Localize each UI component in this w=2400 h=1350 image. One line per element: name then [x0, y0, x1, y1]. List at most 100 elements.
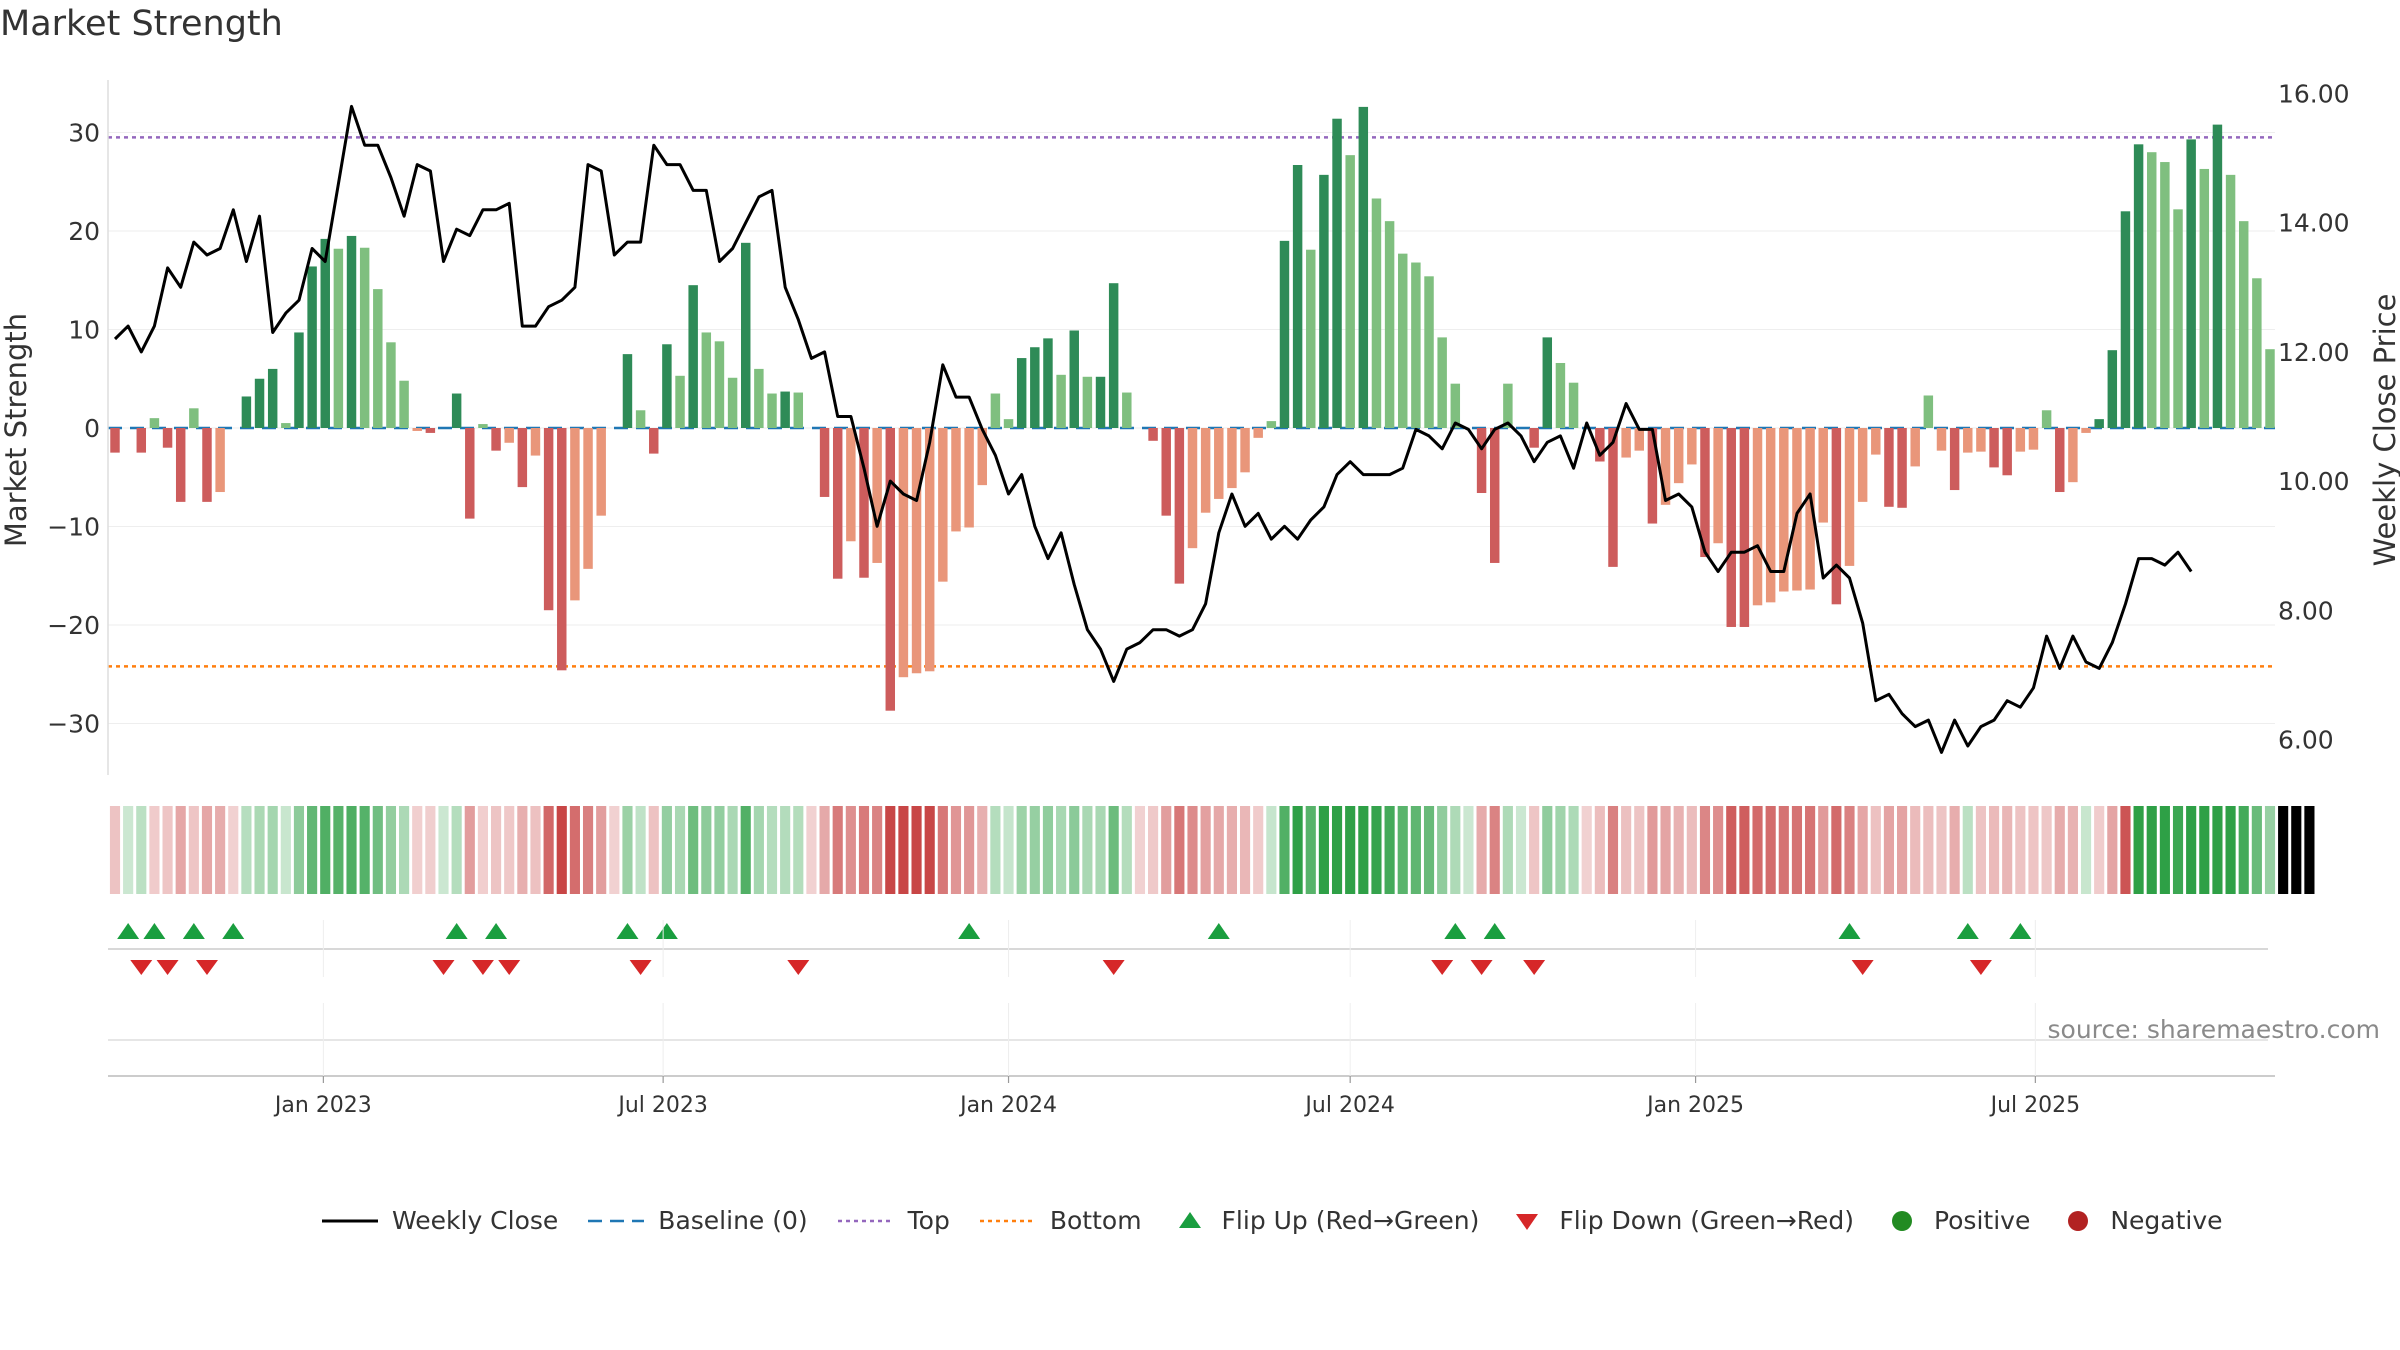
strength-bar	[964, 428, 974, 528]
strength-bar	[596, 428, 606, 516]
source-note: source: sharemaestro.com	[2047, 1015, 2381, 1044]
strength-bar	[951, 428, 961, 532]
legend-label: Negative	[2110, 1206, 2223, 1235]
legend-negative[interactable]: Negative	[2058, 1206, 2223, 1235]
strength-bar	[1660, 428, 1671, 505]
strength-bar	[110, 428, 120, 453]
regime-cell	[1699, 806, 1711, 894]
regime-cell	[188, 806, 199, 894]
strength-bar	[1187, 428, 1198, 549]
regime-cell	[1791, 806, 1803, 894]
legend-flip-down[interactable]: Flip Down (Green→Red)	[1507, 1206, 1854, 1235]
flip-up-marker	[616, 923, 639, 939]
regime-cell	[766, 806, 778, 894]
regime-cell	[635, 806, 646, 894]
regime-cell	[1476, 806, 1487, 894]
flip-down-marker	[498, 960, 521, 975]
regime-cell	[596, 806, 607, 894]
strength-bar	[241, 396, 252, 428]
regime-cell	[1384, 806, 1395, 894]
regime-cell	[1318, 806, 1329, 894]
legend-positive[interactable]: Positive	[1882, 1206, 2030, 1235]
strength-bar	[254, 378, 265, 428]
regime-cell	[1673, 806, 1684, 894]
regime-cell	[149, 806, 160, 894]
strength-bar	[1871, 428, 1881, 455]
strength-bar	[1253, 428, 1263, 438]
regime-cell	[1279, 806, 1290, 894]
strength-bar	[1765, 428, 1776, 603]
regime-cell	[1515, 806, 1527, 894]
strength-bar	[2265, 349, 2275, 428]
strength-bar	[1030, 347, 1040, 428]
regime-cell	[780, 806, 791, 894]
x-axis: Jan 2023 Jul 2023 Jan 2024 Jul 2024 Jan 2025…	[108, 920, 2275, 1118]
regime-cell	[307, 806, 318, 894]
flip-down-marker	[471, 960, 494, 975]
legend-weekly-close[interactable]: Weekly Close	[320, 1206, 558, 1235]
strength-bar	[1214, 428, 1224, 499]
regime-cell	[2094, 806, 2105, 894]
strength-bar	[1266, 421, 1277, 428]
strength-bar	[1792, 428, 1802, 591]
regime-cell	[990, 806, 1001, 894]
regime-cell	[1121, 806, 1132, 894]
strength-bar	[2015, 428, 2026, 452]
regime-cell	[1108, 806, 1119, 894]
regime-cell	[674, 806, 686, 894]
legend-flip-up[interactable]: Flip Up (Red→Green)	[1170, 1206, 1479, 1235]
regime-cell	[464, 806, 475, 894]
strength-bar	[307, 266, 317, 428]
strength-bar	[688, 285, 698, 428]
legend-baseline[interactable]: Baseline (0)	[586, 1206, 808, 1235]
regime-cell	[701, 806, 712, 894]
strength-bar	[1700, 428, 1710, 558]
y-axis-title: Market Strength	[0, 313, 33, 547]
legend-line-swatch	[322, 1219, 378, 1222]
strength-bar	[162, 428, 173, 448]
regime-cell	[412, 806, 423, 894]
strength-bar	[2120, 211, 2131, 428]
strength-bar	[320, 238, 330, 428]
regime-cell	[609, 806, 620, 894]
regime-cell	[1949, 806, 1960, 894]
legend-bottom[interactable]: Bottom	[978, 1206, 1142, 1235]
regime-cell	[2054, 806, 2065, 894]
regime-cell	[1765, 806, 1776, 894]
flip-down-marker	[1523, 960, 1546, 975]
regime-cell	[885, 806, 896, 894]
dot-green-icon	[1891, 1210, 1912, 1231]
strength-bar	[1345, 155, 1355, 428]
strength-bar	[622, 354, 633, 428]
regime-cell	[2212, 806, 2223, 894]
strength-bar	[767, 393, 777, 428]
flip-down-marker	[1470, 960, 1493, 975]
flip-up-marker	[2009, 923, 2032, 939]
strength-bar	[1319, 174, 1329, 428]
strength-bar	[1095, 376, 1106, 428]
y-tick-label: −10	[47, 513, 100, 542]
regime-cell	[504, 806, 515, 894]
regime-cell	[937, 806, 948, 894]
flip-up-marker	[485, 923, 508, 939]
strength-bar	[741, 242, 751, 428]
strength-bar	[1398, 253, 1408, 428]
regime-cell	[1607, 806, 1619, 894]
regime-cell	[1805, 806, 1816, 894]
regime-cell	[201, 806, 213, 894]
strength-bar	[517, 428, 528, 488]
regime-cell	[1752, 806, 1763, 894]
strength-bar	[1411, 262, 1421, 428]
regime-cell	[2120, 806, 2131, 894]
x-tick-label: Jan 2024	[958, 1093, 1057, 1118]
regime-cell	[1975, 806, 1986, 894]
strength-bar	[1805, 428, 1815, 590]
regime-cell	[123, 806, 134, 894]
legend-top[interactable]: Top	[836, 1206, 950, 1235]
regime-cell	[280, 806, 291, 894]
regime-cell	[1634, 806, 1645, 894]
strength-bar	[189, 408, 199, 428]
legend-label: Positive	[1933, 1206, 2031, 1235]
strength-bar	[2173, 209, 2183, 428]
regime-cell	[320, 806, 331, 894]
